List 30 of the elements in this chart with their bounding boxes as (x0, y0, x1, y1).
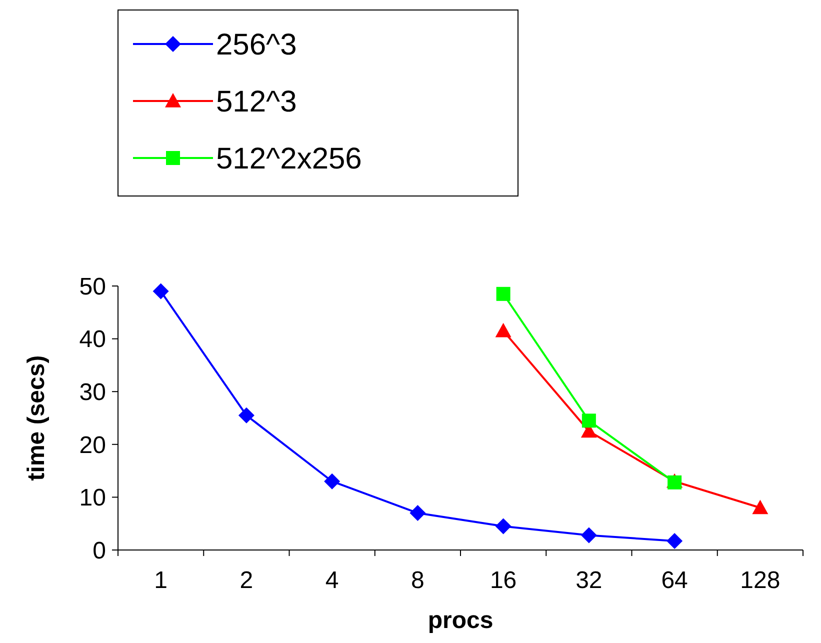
y-tick-label: 20 (79, 432, 106, 459)
x-tick-label: 16 (490, 567, 517, 594)
point (324, 473, 340, 490)
point (410, 505, 426, 522)
y-axis-title: time (secs) (23, 355, 50, 481)
x-tick-label: 1 (154, 567, 168, 594)
x-tick-label: 4 (325, 567, 339, 594)
legend-label: 512^3 (216, 86, 297, 118)
legend-label: 512^2x256 (216, 142, 362, 176)
point (152, 283, 169, 300)
point (495, 518, 512, 534)
y-tick-label: 0 (92, 537, 106, 564)
y-tick-label: 30 (79, 379, 106, 406)
point (496, 286, 510, 301)
y-tick-label: 50 (79, 273, 106, 300)
x-tick-label: 32 (576, 567, 602, 594)
x-axis-title: procs (428, 607, 494, 634)
point (580, 527, 597, 544)
point (666, 533, 683, 550)
point (495, 322, 512, 338)
y-tick-label: 40 (79, 326, 106, 354)
x-tick-label: 8 (411, 567, 424, 594)
point (582, 414, 596, 428)
x-tick-label: 2 (240, 567, 254, 594)
point (752, 500, 768, 514)
point (238, 407, 254, 424)
x-tick-label: 128 (740, 567, 780, 594)
legend-label: 256^3 (216, 28, 297, 62)
x-tick-label: 64 (661, 567, 688, 594)
y-tick-label: 10 (79, 484, 106, 512)
